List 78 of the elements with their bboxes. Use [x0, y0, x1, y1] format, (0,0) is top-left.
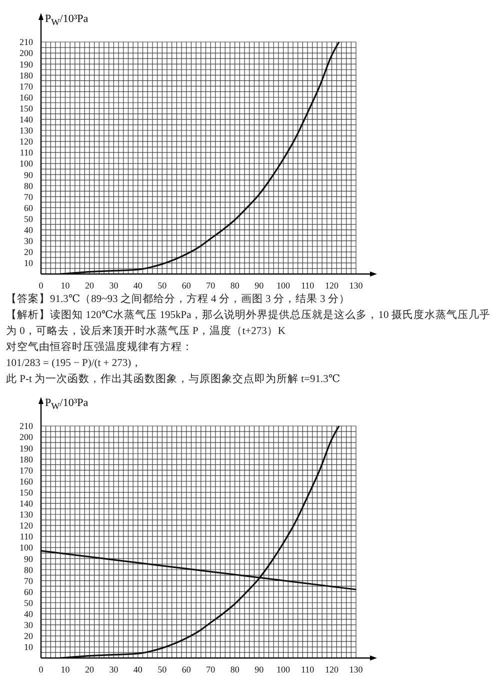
- y-tick-label: 160: [20, 92, 34, 102]
- x-tick-label: 50: [158, 280, 168, 290]
- y-tick-label: 140: [20, 498, 34, 509]
- x-tick-label: 30: [109, 664, 119, 674]
- x-tick-label: 100: [276, 664, 291, 674]
- y-tick-label: 110: [20, 532, 34, 542]
- y-tick-label: 10: [24, 642, 34, 652]
- y-tick-label: 160: [20, 476, 34, 486]
- y-tick-label: 180: [20, 454, 34, 464]
- x-tick-label: 30: [109, 280, 119, 290]
- y-tick-label: 150: [20, 487, 34, 498]
- y-tick-label: 40: [24, 609, 34, 620]
- x-tick-label: 90: [254, 280, 264, 290]
- x-tick-label: 110: [300, 664, 315, 674]
- x-tick-label: 100: [276, 280, 291, 290]
- x-tick-label: 0: [38, 280, 44, 290]
- x-tick-label: 110: [300, 280, 315, 290]
- y-tick-label: 120: [20, 520, 34, 531]
- y-tick-label: 170: [20, 81, 34, 92]
- y-tick-label: 40: [24, 225, 34, 236]
- y-tick-label: 50: [24, 598, 34, 608]
- y-tick-label: 210: [20, 421, 34, 432]
- y-axis-title: P$_{W}$/10³Pa: [45, 12, 88, 30]
- x-tick-label: 70: [206, 280, 216, 290]
- x-tick-label: 40: [133, 280, 143, 290]
- x-tick-label: 10: [60, 664, 70, 674]
- y-tick-label: 70: [24, 576, 34, 586]
- y-tick-label: 80: [24, 180, 34, 191]
- y-tick-label: 170: [20, 465, 34, 476]
- x-tick-label: 130: [349, 280, 364, 290]
- x-tick-label: 40: [133, 664, 143, 674]
- y-tick-label: 200: [20, 432, 34, 442]
- line-series: [60, 42, 340, 274]
- x-tick-label: 80: [230, 280, 240, 290]
- y-tick-label: 190: [20, 59, 34, 70]
- y-tick-label: 50: [24, 214, 34, 224]
- y-tick-label: 20: [24, 631, 34, 642]
- y-tick-label: 190: [20, 443, 34, 454]
- text: 【解析】读图知 120℃水蒸气压 195kPa，那么说明外界提供总压就是这么多，10 摄氏度水蒸气压几乎为 0，可略去，设后来顶开时水蒸气压 P，温度（t+273）K: [6, 308, 492, 339]
- y-tick-label: 150: [20, 103, 34, 114]
- x-tick-label: 10: [60, 280, 70, 290]
- x-tick-label: 120: [325, 280, 340, 290]
- x-tick-label: 130: [349, 664, 364, 674]
- y-tick-label: 60: [24, 202, 34, 213]
- x-tick-label: 0: [38, 664, 44, 674]
- y-tick-label: 90: [24, 170, 34, 180]
- x-tick-label: 50: [158, 664, 168, 674]
- x-tick-label: 60: [182, 664, 192, 674]
- x-tick-label: 20: [84, 664, 94, 674]
- text: 101/283 = (195 − P)/(t + 273)，: [6, 357, 144, 371]
- y-tick-label: 110: [20, 148, 34, 158]
- y-axis-title: P$_{W}$/10³Pa: [45, 396, 88, 414]
- text: 【答案】91.3℃（89~93 之间都给分，方程 4 分，画图 3 分，结果 3 分）: [6, 292, 351, 307]
- x-tick-label: 80: [230, 664, 240, 674]
- y-tick-label: 90: [24, 554, 34, 564]
- y-tick-label: 130: [20, 510, 34, 520]
- y-tick-label: 70: [24, 192, 34, 202]
- y-tick-label: 180: [20, 70, 34, 80]
- y-tick-label: 80: [24, 564, 34, 575]
- x-tick-label: 20: [84, 280, 94, 290]
- y-tick-label: 100: [20, 158, 34, 169]
- y-tick-label: 130: [20, 126, 34, 136]
- y-tick-label: 120: [20, 136, 34, 147]
- y-tick-label: 30: [24, 620, 34, 630]
- x-tick-label: 60: [182, 280, 192, 290]
- y-tick-label: 10: [24, 258, 34, 268]
- x-tick-label: 70: [206, 664, 216, 674]
- y-tick-label: 210: [20, 37, 34, 48]
- text: 此 P-t 为一次函数，作出其函数图象，与原图象交点即为所解 t=91.3℃: [6, 372, 342, 387]
- text: 对空气由恒容时压强温度规律有方程：: [6, 340, 194, 355]
- y-tick-label: 100: [20, 542, 34, 553]
- y-tick-label: 140: [20, 114, 34, 125]
- x-tick-label: 90: [254, 664, 264, 674]
- y-tick-label: 60: [24, 586, 34, 597]
- y-tick-label: 30: [24, 236, 34, 246]
- y-tick-label: 20: [24, 247, 34, 258]
- x-tick-label: 120: [325, 664, 340, 674]
- y-tick-label: 200: [20, 48, 34, 58]
